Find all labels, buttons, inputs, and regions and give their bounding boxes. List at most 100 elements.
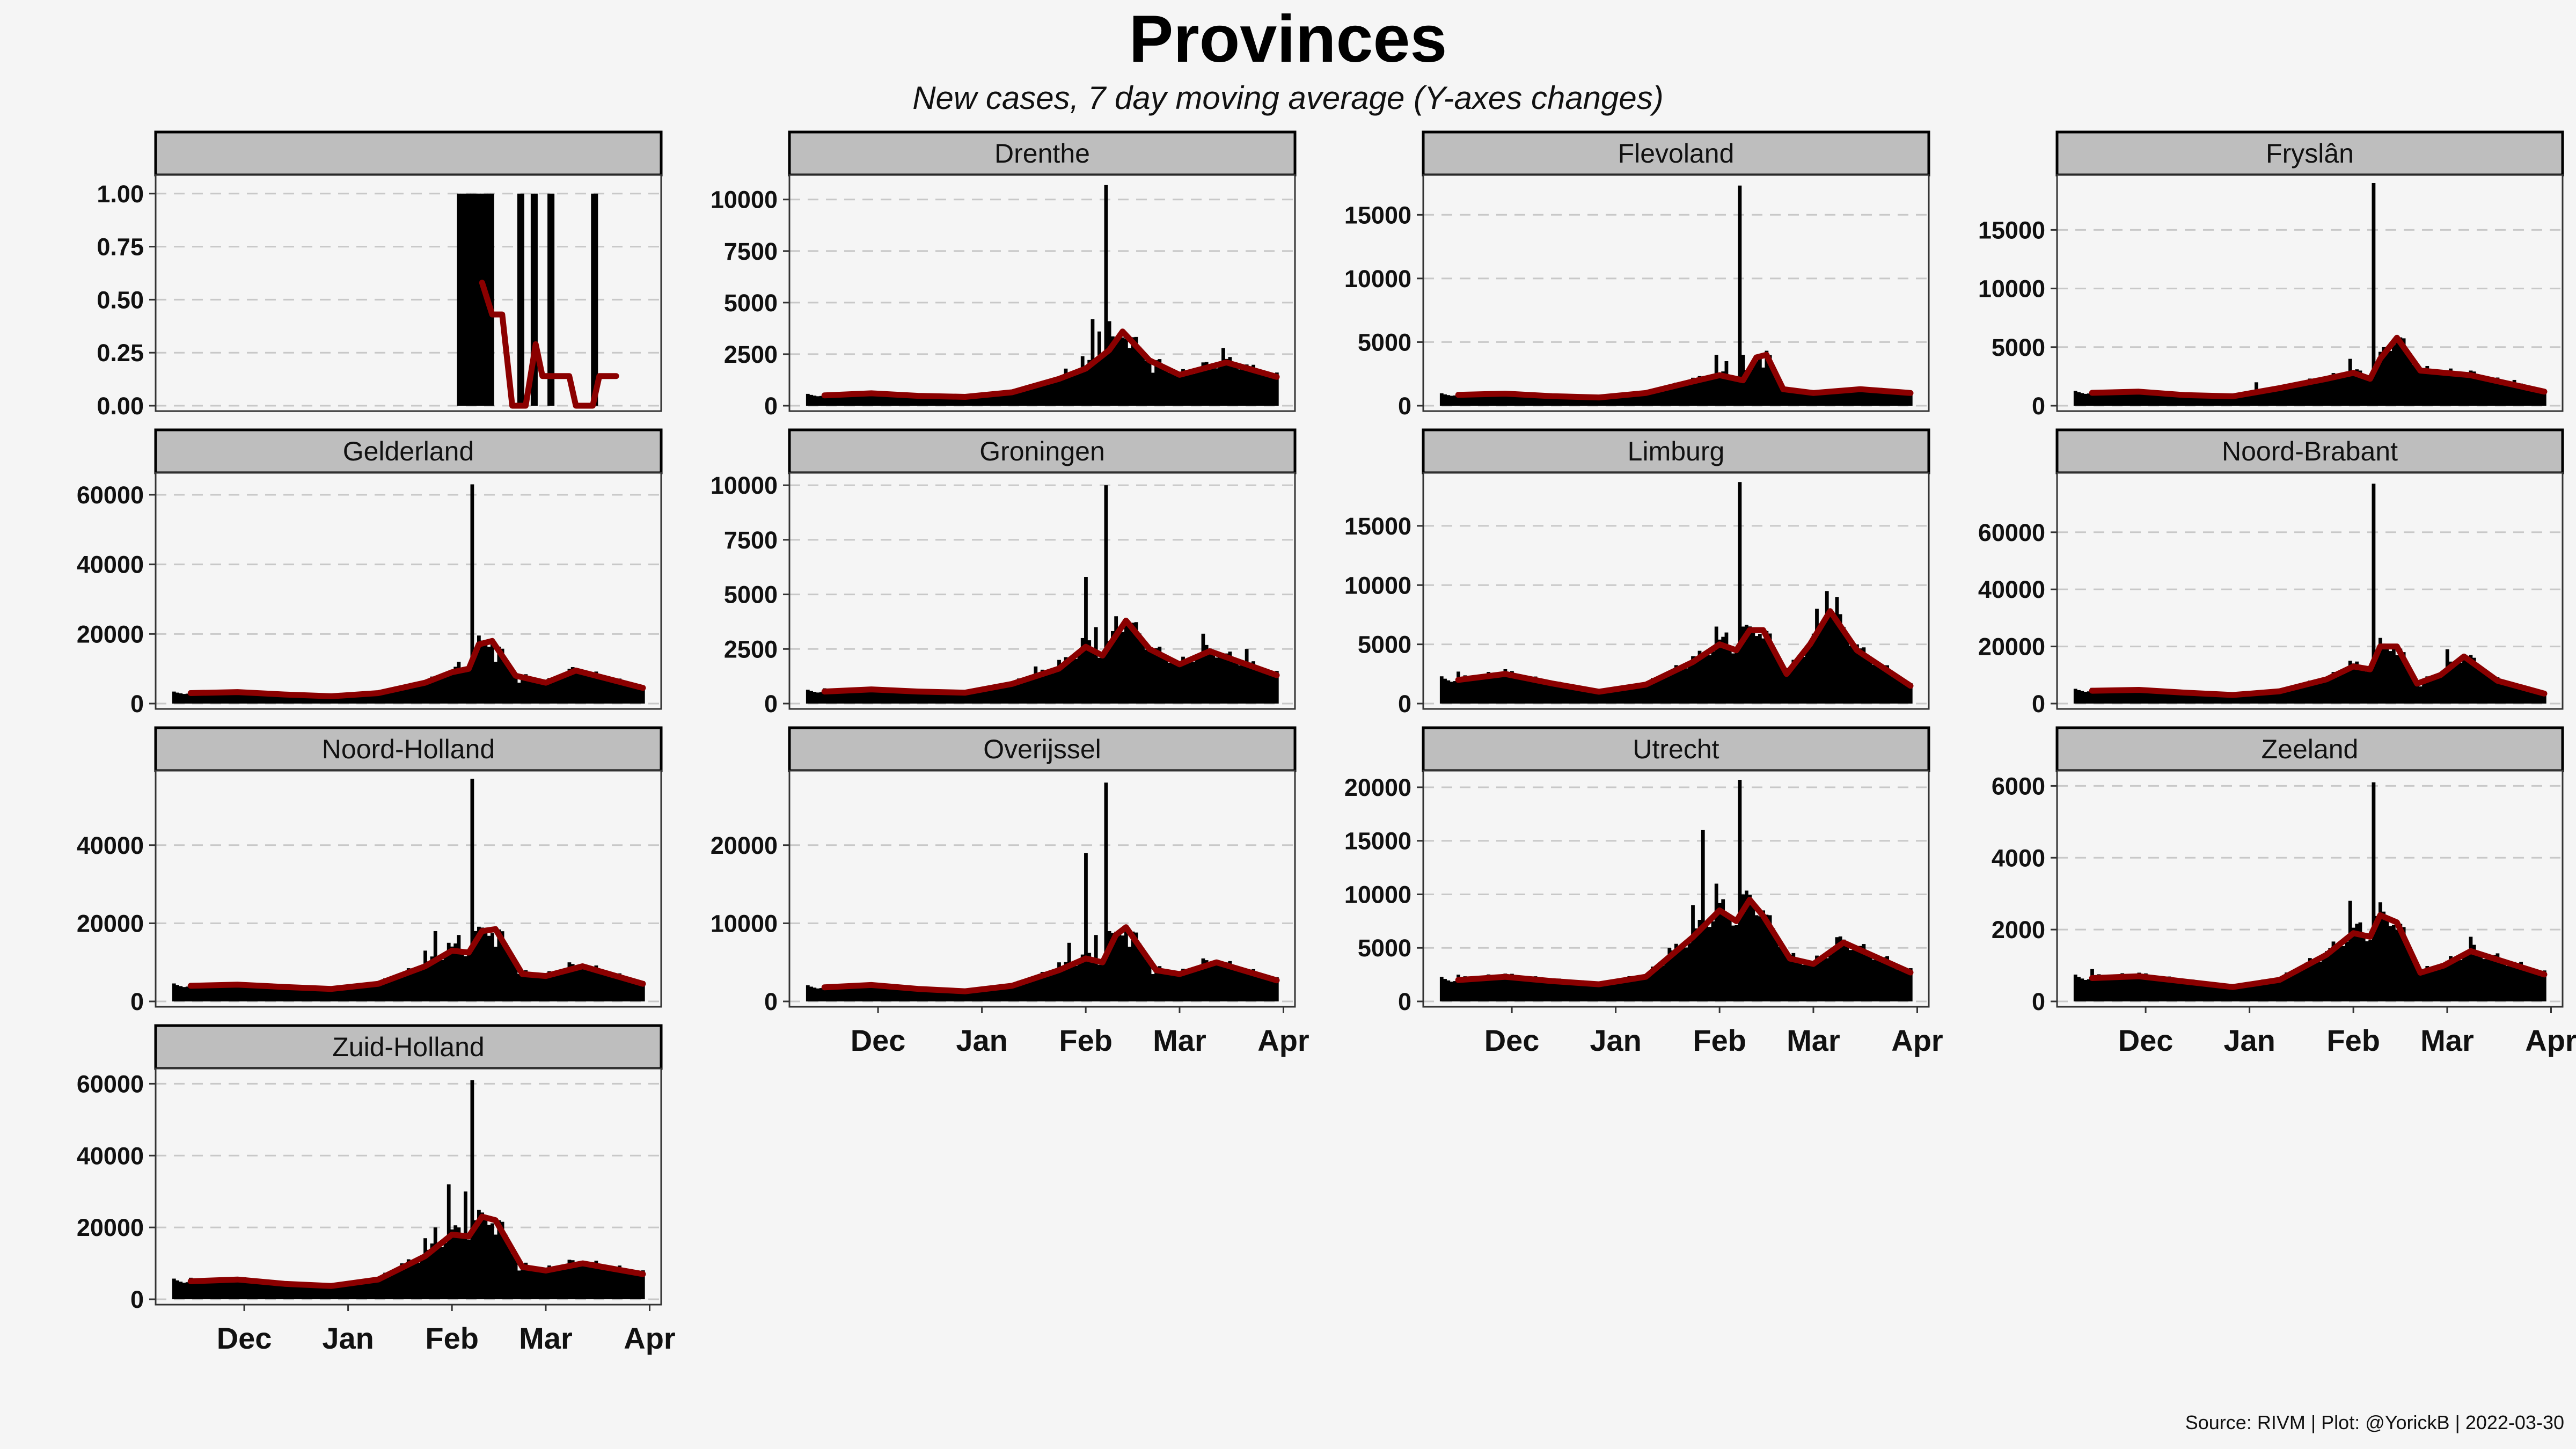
bar (1681, 384, 1685, 406)
bar (216, 984, 219, 1001)
y-tick-label: 10000 (711, 910, 778, 937)
bar (403, 685, 407, 704)
bar (2201, 985, 2205, 1001)
bar (276, 1284, 280, 1299)
bar (490, 193, 494, 406)
bar (829, 985, 833, 1001)
bar (1268, 670, 1272, 704)
bar (2304, 962, 2309, 1001)
bar (2331, 672, 2336, 704)
bar (2352, 927, 2355, 1001)
bar (1845, 390, 1849, 406)
bar (889, 394, 894, 406)
bar (2355, 661, 2359, 704)
bar (1023, 680, 1028, 704)
bar (416, 685, 421, 704)
bar (1245, 649, 1249, 704)
bar (199, 692, 203, 704)
bar (2422, 368, 2426, 406)
bar (604, 975, 609, 1001)
bar (2315, 961, 2319, 1001)
bar (2439, 968, 2443, 1001)
bar (236, 984, 240, 1001)
bar (1265, 375, 1269, 406)
bar (406, 968, 411, 1001)
bar (943, 691, 947, 704)
bar (1728, 378, 1732, 406)
bar (1754, 361, 1759, 406)
panel-border (788, 770, 1296, 1008)
bar (1124, 338, 1128, 406)
bar (1097, 331, 1101, 406)
bar (346, 1285, 350, 1299)
bar (252, 1282, 257, 1299)
bar (1775, 938, 1779, 1001)
bar (1221, 348, 1225, 406)
bar (286, 986, 290, 1001)
bar (179, 693, 183, 704)
bar (1842, 939, 1846, 1001)
panel-border (2056, 174, 2564, 412)
bar (2288, 687, 2292, 704)
bar (366, 694, 370, 704)
bar (1071, 374, 1074, 406)
bar (2147, 690, 2151, 704)
bar (618, 678, 621, 704)
bar (1191, 662, 1195, 704)
bar (1728, 918, 1732, 1001)
bar (2462, 658, 2466, 704)
bar (1738, 185, 1742, 406)
bar (1745, 625, 1748, 704)
bar (1457, 671, 1460, 704)
bar (1204, 645, 1209, 704)
bar (437, 959, 441, 1001)
bar (1034, 385, 1038, 406)
bar (349, 1284, 354, 1299)
bar (1651, 389, 1655, 406)
bar (460, 1236, 464, 1299)
bar (2180, 693, 2185, 704)
panel-border (1422, 472, 1930, 710)
bar (2167, 392, 2171, 406)
bar (1644, 683, 1648, 704)
bar (195, 983, 200, 1001)
bar (2372, 183, 2376, 406)
bar (1074, 658, 1078, 704)
bar (1795, 958, 1799, 1001)
bar (1204, 362, 1209, 406)
bar (416, 971, 421, 1001)
bar (1547, 982, 1551, 1001)
facet-strip (1422, 130, 1930, 177)
bar (554, 679, 558, 704)
bar (1168, 662, 1172, 704)
bar (1637, 979, 1642, 1001)
bar (2285, 972, 2288, 1001)
bar (930, 396, 934, 406)
bar (2328, 948, 2332, 1001)
bar (2425, 676, 2429, 704)
bar (1607, 689, 1611, 704)
bar (903, 987, 907, 1001)
bar (977, 690, 981, 704)
bar (2218, 395, 2222, 406)
bar (2412, 679, 2416, 704)
bar (2476, 664, 2479, 704)
bar (2274, 692, 2279, 704)
y-tick-label: 5000 (724, 581, 778, 609)
bar (631, 1274, 635, 1299)
bar (252, 693, 257, 704)
bar (1798, 391, 1802, 406)
bar (1450, 982, 1454, 1001)
bar (2506, 685, 2510, 704)
chart-title: Provinces (1129, 2, 1447, 76)
bar (1560, 980, 1564, 1001)
bar (997, 393, 1001, 406)
bar (507, 667, 511, 704)
bar (614, 974, 618, 1001)
bar (537, 1271, 541, 1299)
bar (1681, 668, 1685, 704)
bar (1691, 377, 1695, 406)
bar (216, 1278, 219, 1299)
bar (910, 396, 914, 406)
y-tick-label: 60000 (1978, 519, 2045, 546)
